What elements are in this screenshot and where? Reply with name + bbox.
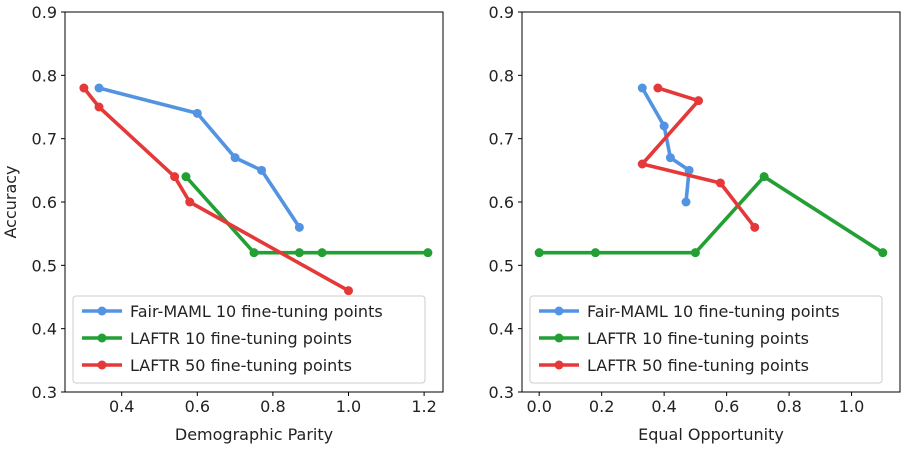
data-point — [344, 286, 353, 296]
legend-entry: LAFTR 10 fine-tuning points — [539, 329, 809, 348]
series-1 — [94, 83, 304, 232]
y-tick-label: 0.7 — [489, 130, 514, 149]
legend-label: LAFTR 10 fine-tuning points — [587, 329, 809, 348]
y-tick-label: 0.9 — [489, 3, 514, 22]
legend-marker — [97, 360, 107, 370]
y-tick-label: 0.4 — [489, 320, 514, 339]
data-point — [185, 197, 195, 207]
data-point — [170, 172, 180, 182]
legend-marker — [554, 333, 564, 343]
data-point — [230, 153, 240, 163]
data-point — [94, 83, 104, 93]
legend-marker — [97, 306, 107, 316]
legend-entry: LAFTR 50 fine-tuning points — [539, 356, 809, 375]
legend-entry: LAFTR 50 fine-tuning points — [82, 356, 352, 375]
legend-label: Fair-MAML 10 fine-tuning points — [130, 302, 383, 321]
data-point — [681, 197, 691, 207]
data-point — [878, 248, 888, 258]
x-tick-label: 1.0 — [839, 397, 864, 416]
x-tick-label: 1.0 — [336, 397, 361, 416]
series-2 — [534, 172, 888, 258]
legend-box — [72, 295, 426, 384]
data-point — [249, 248, 259, 258]
x-tick-label: 0.8 — [776, 397, 801, 416]
legend-box — [529, 295, 883, 384]
legend: Fair-MAML 10 fine-tuning points LAFTR 10 … — [529, 295, 883, 384]
legend-marker — [97, 333, 107, 343]
data-point — [94, 102, 104, 112]
y-tick-label: 0.6 — [32, 193, 57, 212]
y-tick-label: 0.7 — [32, 130, 57, 149]
y-tick-label: 0.9 — [32, 3, 57, 22]
x-tick-label: 0.6 — [714, 397, 739, 416]
series-line — [640, 86, 757, 229]
legend-entry: LAFTR 10 fine-tuning points — [82, 329, 352, 348]
data-point — [192, 108, 202, 118]
data-point — [653, 83, 663, 93]
series-line — [184, 175, 428, 255]
data-point — [684, 165, 694, 175]
x-tick-label: 0.0 — [526, 397, 551, 416]
y-axis-label: Accuracy — [1, 165, 20, 238]
data-point — [665, 153, 675, 163]
y-tick-label: 0.3 — [32, 383, 57, 402]
legend-label: LAFTR 50 fine-tuning points — [130, 356, 352, 375]
legend-entry: Fair-MAML 10 fine-tuning points — [82, 302, 383, 321]
x-tick-label: 0.6 — [185, 397, 210, 416]
data-point — [423, 248, 433, 258]
legend: Fair-MAML 10 fine-tuning points LAFTR 10 … — [72, 295, 426, 384]
data-point — [690, 248, 700, 258]
series-3 — [79, 83, 353, 296]
series-2 — [181, 172, 433, 258]
series-line — [539, 174, 884, 255]
series-line — [640, 87, 691, 203]
x-axis-label: Equal Opportunity — [638, 425, 784, 444]
legend-label: LAFTR 50 fine-tuning points — [587, 356, 809, 375]
x-axis-label: Demographic Parity — [175, 425, 333, 444]
data-point — [637, 83, 647, 93]
data-point — [715, 178, 725, 188]
data-point — [79, 83, 89, 93]
data-point — [181, 172, 191, 182]
data-point — [294, 222, 304, 232]
series-line — [82, 86, 350, 293]
data-point — [694, 96, 704, 106]
legend-marker — [554, 306, 564, 316]
x-tick-label: 0.8 — [260, 397, 285, 416]
chart-panel-2: 0.0 0.2 0.4 0.6 0.8 1.0 0.3 0.4 0.5 0.6 0.7 0.8 0.9 E… — [489, 3, 901, 444]
legend-marker — [554, 360, 564, 370]
data-point — [659, 121, 669, 131]
data-point — [759, 172, 769, 182]
y-tick-label: 0.8 — [489, 66, 514, 85]
y-tick-label: 0.3 — [489, 383, 514, 402]
data-point — [534, 248, 544, 258]
x-tick-label: 0.4 — [109, 397, 134, 416]
data-point — [590, 248, 600, 258]
x-tick-label: 0.4 — [651, 397, 676, 416]
y-tick-label: 0.5 — [32, 256, 57, 275]
y-tick-label: 0.8 — [32, 66, 57, 85]
series-3 — [637, 83, 760, 232]
legend-label: Fair-MAML 10 fine-tuning points — [587, 302, 840, 321]
legend-label: LAFTR 10 fine-tuning points — [130, 329, 352, 348]
chart-panel-1: 0.4 0.6 0.8 1.0 1.2 0.3 0.4 0.5 0.6 0.7 0.8 0.9 Demo… — [1, 3, 444, 444]
y-tick-label: 0.5 — [489, 256, 514, 275]
data-point — [294, 248, 304, 258]
y-tick-label: 0.6 — [489, 193, 514, 212]
legend-entry: Fair-MAML 10 fine-tuning points — [539, 302, 840, 321]
data-point — [257, 165, 267, 175]
x-tick-label: 1.2 — [411, 397, 436, 416]
series-1 — [637, 83, 694, 207]
y-tick-label: 0.4 — [32, 320, 57, 339]
data-point — [317, 248, 327, 258]
data-point — [637, 159, 647, 169]
x-tick-label: 0.2 — [589, 397, 614, 416]
data-point — [750, 222, 760, 232]
